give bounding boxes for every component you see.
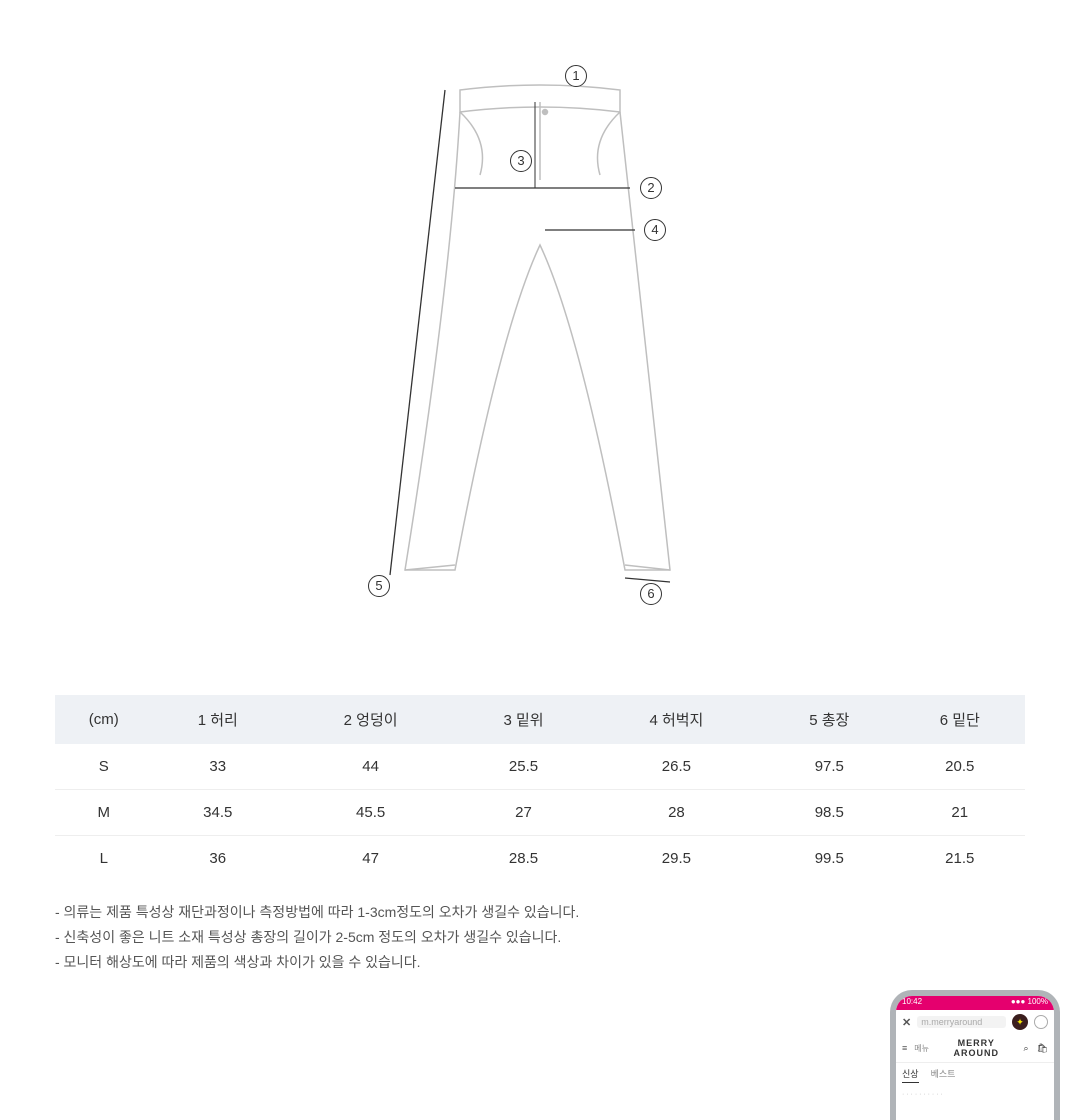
menu-label: 메뉴: [914, 1043, 929, 1054]
close-icon[interactable]: ✕: [902, 1016, 911, 1029]
pants-measurement-diagram: 1 2 3 4 5 6: [0, 30, 1080, 650]
table-row: S 33 44 25.5 26.5 97.5 20.5: [55, 744, 1025, 790]
note-line: - 의류는 제품 특성상 재단과정이나 측정방법에 따라 1-3cm정도의 오차…: [55, 900, 579, 925]
status-battery: ●●● 100%: [1011, 997, 1048, 1009]
col-unit: (cm): [55, 695, 153, 744]
brand-logo[interactable]: MERRY AROUND: [937, 1038, 1016, 1058]
status-time: 10:42: [902, 997, 922, 1009]
size-label: L: [55, 836, 153, 882]
phone-content-area: · · · · · · · · · ·: [896, 1087, 1054, 1102]
col-thigh: 4 허벅지: [589, 695, 764, 744]
col-hem: 6 밑단: [895, 695, 1025, 744]
marker-5-length: 5: [368, 575, 390, 597]
note-line: - 신축성이 좋은 니트 소재 특성상 총장의 길이가 2-5cm 정도의 오차…: [55, 925, 579, 950]
kakao-chat-icon[interactable]: ✦: [1012, 1014, 1028, 1030]
col-rise: 3 밑위: [458, 695, 588, 744]
pants-outline-svg: [340, 30, 740, 610]
measurement-notes: - 의류는 제품 특성상 재단과정이나 측정방법에 따라 1-3cm정도의 오차…: [55, 900, 579, 976]
size-chart-table: (cm) 1 허리 2 엉덩이 3 밑위 4 허벅지 5 총장 6 밑단 S 3…: [55, 695, 1025, 881]
search-icon[interactable]: ⌕: [1024, 1043, 1029, 1054]
marker-6-hem: 6: [640, 583, 662, 605]
col-waist: 1 허리: [153, 695, 283, 744]
cart-icon[interactable]: 🛍: [1037, 1043, 1048, 1054]
marker-1-waist: 1: [565, 65, 587, 87]
col-length: 5 총장: [764, 695, 894, 744]
note-line: - 모니터 해상도에 따라 제품의 색상과 차이가 있을 수 있습니다.: [55, 950, 579, 975]
refresh-icon[interactable]: [1034, 1015, 1048, 1029]
col-hip: 2 엉덩이: [283, 695, 458, 744]
table-header-row: (cm) 1 허리 2 엉덩이 3 밑위 4 허벅지 5 총장 6 밑단: [55, 695, 1025, 744]
size-label: S: [55, 744, 153, 790]
address-bar[interactable]: m.merryaround: [917, 1016, 1006, 1028]
tab-best[interactable]: 베스트: [931, 1067, 956, 1083]
size-label: M: [55, 790, 153, 836]
table-row: M 34.5 45.5 27 28 98.5 21: [55, 790, 1025, 836]
marker-4-thigh: 4: [644, 219, 666, 241]
hamburger-menu-icon[interactable]: ≡: [902, 1043, 906, 1053]
table-row: L 36 47 28.5 29.5 99.5 21.5: [55, 836, 1025, 882]
phone-status-bar: 10:42 ●●● 100%: [896, 996, 1054, 1010]
marker-2-hip: 2: [640, 177, 662, 199]
marker-3-rise: 3: [510, 150, 532, 172]
mobile-preview-frame: 10:42 ●●● 100% ✕ m.merryaround ✦ ≡ 메뉴 ME…: [890, 990, 1060, 1120]
tab-new[interactable]: 신상: [902, 1067, 919, 1083]
